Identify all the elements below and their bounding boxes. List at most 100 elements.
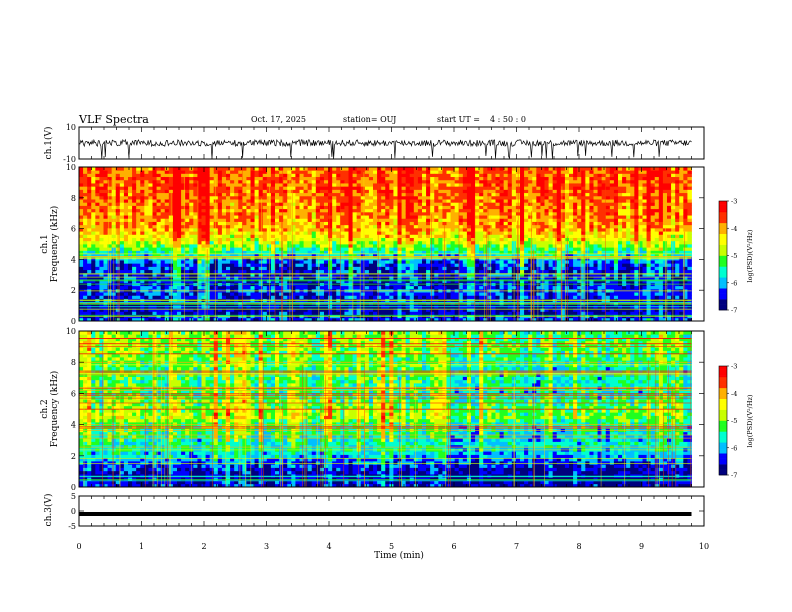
- spectrogram-cell: [393, 253, 398, 258]
- spectrogram-cell: [136, 244, 141, 248]
- spectrogram-cell: [205, 240, 211, 245]
- spectrogram-cell: [99, 247, 104, 251]
- spectrogram-cell: [79, 224, 84, 229]
- spectrogram-cell: [364, 192, 370, 197]
- spectrogram-cell: [148, 202, 153, 206]
- spectrogram-cell: [454, 231, 460, 235]
- spectrogram-cell: [458, 253, 464, 258]
- spectrogram-cell: [328, 247, 333, 251]
- spectrogram-cell: [242, 253, 247, 258]
- spectrogram-cell: [393, 208, 398, 213]
- spectrogram-cell: [332, 250, 337, 255]
- spectrogram-cell: [254, 276, 260, 280]
- spectrogram-cell: [123, 170, 129, 174]
- spectrogram-cell: [287, 276, 292, 280]
- spectrogram-cell: [397, 247, 402, 251]
- spectrogram-cell: [205, 276, 211, 280]
- spectrogram-cell: [479, 199, 484, 203]
- spectrogram-cell: [328, 179, 333, 184]
- spectrogram-cell: [373, 218, 378, 222]
- spectrogram-cell: [242, 224, 247, 229]
- spectrogram-cell: [275, 186, 280, 190]
- spectrogram-cell: [136, 205, 141, 210]
- spectrogram-cell: [426, 308, 431, 312]
- spectrogram-cell: [311, 215, 317, 219]
- spectrogram-cell: [466, 202, 472, 206]
- spectrogram-cell: [160, 211, 166, 216]
- spectrogram-cell: [283, 208, 288, 213]
- spectrogram-cell: [221, 167, 227, 171]
- spectrogram-cell: [332, 195, 337, 200]
- spectrogram-cell: [450, 167, 456, 171]
- spectrogram-cell: [438, 247, 443, 251]
- spectrogram-cell: [254, 199, 260, 203]
- spectrogram-cell: [373, 202, 378, 206]
- spectrogram-cell: [352, 276, 358, 280]
- spectrogram-cell: [356, 292, 362, 296]
- spectrogram-cell: [242, 173, 247, 178]
- spectrogram-cell: [172, 292, 178, 296]
- spectrogram-cell: [303, 240, 309, 245]
- spectrogram-cell: [156, 176, 162, 181]
- spectrogram-cell: [107, 192, 113, 197]
- spectrogram-cell: [495, 272, 500, 277]
- spectrogram-cell: [495, 234, 500, 238]
- spectrogram-cell: [140, 227, 145, 232]
- spectrogram-cell: [140, 211, 145, 216]
- spectrogram-cell: [209, 195, 215, 200]
- spectrogram-cell: [389, 215, 394, 219]
- spectrogram-cell: [238, 195, 243, 200]
- spectrogram-cell: [364, 189, 370, 194]
- spectrogram-cell: [172, 211, 178, 216]
- spectrogram-cell: [422, 173, 427, 178]
- spectrogram-cell: [450, 218, 456, 222]
- spectrogram-cell: [422, 218, 427, 222]
- spectrogram-cell: [348, 170, 353, 174]
- spectrogram-cell: [246, 240, 251, 245]
- spectrogram-cell: [381, 183, 386, 187]
- spectrogram-cell: [123, 208, 129, 213]
- spectrogram-cell: [462, 221, 468, 226]
- spectrogram-cell: [446, 186, 451, 190]
- spectrogram-cell: [275, 205, 280, 210]
- spectrogram-cell: [275, 211, 280, 216]
- spectrogram-cell: [364, 167, 370, 171]
- spectrogram-cell: [246, 195, 251, 200]
- spectrogram-cell: [381, 167, 386, 171]
- spectrogram-cell: [83, 231, 88, 235]
- spectrogram-cell: [119, 237, 125, 242]
- spectrogram-cell: [454, 240, 460, 245]
- spectrogram-cell: [197, 285, 202, 290]
- spectrogram-cell: [226, 311, 231, 315]
- spectrogram-cell: [111, 170, 117, 174]
- spectrogram-cell: [352, 224, 358, 229]
- spectrogram-cell: [258, 240, 264, 245]
- spectrogram-cell: [471, 311, 476, 315]
- spectrogram-cell: [291, 295, 296, 299]
- spectrogram-cell: [197, 202, 202, 206]
- spectrogram-cell: [250, 189, 255, 194]
- spectrogram-cell: [303, 208, 309, 213]
- spectrogram-cell: [152, 317, 157, 321]
- spectrogram-cell: [332, 240, 337, 245]
- spectrogram-cell: [205, 208, 211, 213]
- spectrogram-cell: [364, 250, 370, 255]
- spectrogram-cell: [471, 240, 476, 245]
- spectrogram-cell: [136, 195, 141, 200]
- spectrogram-cell: [246, 202, 251, 206]
- spectrogram-cell: [262, 170, 268, 174]
- spectrogram-cell: [311, 272, 317, 277]
- spectrogram-cell: [123, 269, 129, 274]
- spectrogram-cell: [189, 183, 194, 187]
- spectrogram-cell: [471, 308, 476, 312]
- spectrogram-cell: [99, 183, 104, 187]
- spectrogram-cell: [226, 179, 231, 184]
- spectrogram-cell: [201, 247, 206, 251]
- spectrogram-cell: [213, 173, 219, 178]
- spectrogram-cell: [209, 317, 215, 321]
- spectrogram-cell: [454, 179, 460, 184]
- spectrogram-cell: [385, 292, 390, 296]
- spectrogram-cell: [303, 276, 309, 280]
- spectrogram-cell: [242, 311, 247, 315]
- spectrogram-cell: [201, 199, 206, 203]
